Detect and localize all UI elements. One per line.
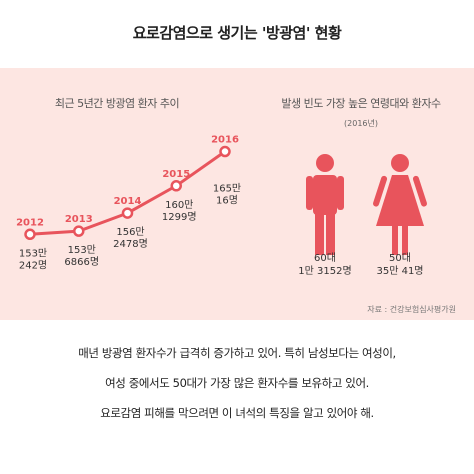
value-label: 16명 xyxy=(216,195,238,207)
year-label: 2013 xyxy=(65,214,93,225)
body-line-1: 매년 방광염 환자수가 급격히 증가하고 있어. 특히 남성보다는 여성이, xyxy=(78,346,396,360)
value-label: 1299명 xyxy=(162,211,197,223)
value-label: 153만 xyxy=(68,244,96,256)
value-label: 2478명 xyxy=(113,238,148,250)
value-label: 160만 xyxy=(165,199,193,211)
chart-title: 최근 5년간 방광염 환자 추이 xyxy=(54,97,180,110)
data-point xyxy=(121,207,134,219)
body-line-2: 여성 중에서도 50대가 가장 많은 환자수를 보유하고 있어. xyxy=(105,376,369,390)
data-point xyxy=(73,225,85,237)
year-label: 2014 xyxy=(114,196,142,207)
line-chart: 2012153만242명2013153만6866명2014156만2478명20… xyxy=(16,135,241,272)
value-label: 153만 xyxy=(19,247,47,259)
body-text: 매년 방광염 환자수가 급격히 증가하고 있어. 특히 남성보다는 여성이, 여… xyxy=(0,338,474,428)
female-age-label: 50대 xyxy=(389,252,411,264)
age-group-year: (2016년) xyxy=(344,119,378,128)
data-point xyxy=(24,228,36,241)
chart-area: 2012153만242명2013153만6866명2014156만2478명20… xyxy=(16,135,427,277)
age-group-title: 발생 빈도 가장 높은 연령대와 환자수 xyxy=(281,97,441,110)
value-label: 165만 xyxy=(213,183,241,195)
body-line-3: 요로감염 피해를 막으려면 이 녀석의 특징을 알고 있어야 해. xyxy=(100,406,374,420)
year-label: 2012 xyxy=(16,217,44,228)
value-label: 156만 xyxy=(116,226,144,238)
value-label: 6866명 xyxy=(64,256,99,268)
source-note: 자료 : 건강보험심사평가원 xyxy=(367,305,456,314)
data-point xyxy=(170,180,182,192)
page-title: 요로감염으로 생기는 '방광염' 현황 xyxy=(132,24,342,42)
female-person-icon xyxy=(373,154,427,255)
data-point xyxy=(219,145,231,158)
male-person-icon xyxy=(306,154,344,255)
female-count-label: 35만 41명 xyxy=(376,265,423,277)
year-label: 2016 xyxy=(211,135,239,146)
male-age-label: 60대 xyxy=(314,252,336,264)
value-label: 242명 xyxy=(19,259,47,271)
year-label: 2015 xyxy=(162,169,190,180)
male-count-label: 1만 3152명 xyxy=(298,265,351,277)
